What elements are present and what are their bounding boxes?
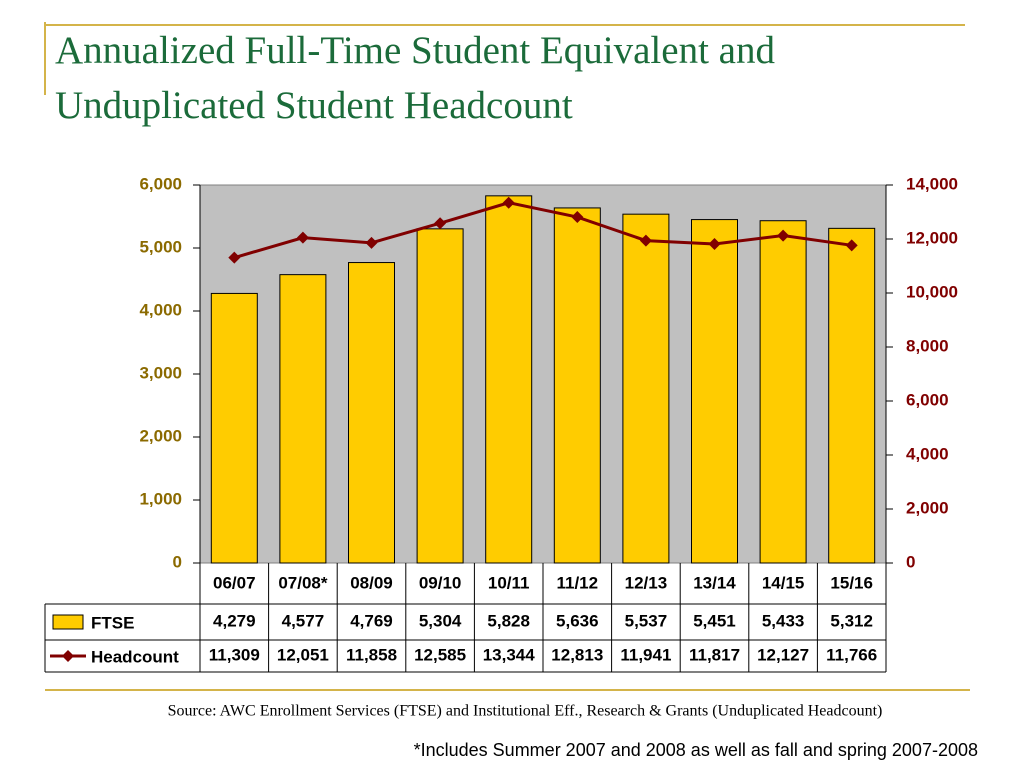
legend-swatch <box>52 614 84 630</box>
y2-tick-label: 2,000 <box>906 498 949 517</box>
bar <box>210 292 258 564</box>
x-tick-label: 06/07 <box>213 573 256 592</box>
table-value: 11,941 <box>620 645 671 664</box>
table-value: 13,344 <box>483 645 536 664</box>
marker <box>296 231 309 244</box>
y-tick-label: 0 <box>173 552 182 571</box>
x-tick-label: 13/14 <box>693 573 736 592</box>
table-value: 5,451 <box>693 611 736 630</box>
y-tick-label: 1,000 <box>139 489 182 508</box>
table-value: 4,279 <box>213 611 256 630</box>
title-line: Annualized Full-Time Student Equivalent … <box>55 29 775 72</box>
bar <box>553 207 601 564</box>
table-value: 12,127 <box>757 645 809 664</box>
table-value: 4,769 <box>350 611 393 630</box>
bar <box>279 274 327 564</box>
x-tick-label: 11/12 <box>556 573 598 592</box>
bar <box>416 228 464 564</box>
y-tick-label: 6,000 <box>139 174 182 193</box>
bar <box>348 262 395 564</box>
y-tick-label: 4,000 <box>139 300 182 319</box>
table-value: 12,813 <box>551 645 603 664</box>
marker <box>571 211 584 224</box>
table-value: 5,537 <box>625 611 668 630</box>
marker <box>228 251 241 264</box>
bar <box>485 195 533 564</box>
x-tick-label: 10/11 <box>488 573 530 592</box>
line <box>233 201 852 260</box>
x-tick-label: 08/09 <box>350 573 393 592</box>
legend-label: FTSE <box>91 613 134 632</box>
table-value: 5,636 <box>556 611 599 630</box>
legend-swatch <box>62 650 74 662</box>
y-tick-label: 3,000 <box>139 363 182 382</box>
y-tick-label: 2,000 <box>139 426 182 445</box>
source: Source: AWC Enrollment Services (FTSE) a… <box>168 703 883 720</box>
table-value: 5,433 <box>762 611 805 630</box>
marker <box>845 239 858 252</box>
footnote: *Includes Summer 2007 and 2008 as well a… <box>414 740 978 760</box>
table-value: 11,817 <box>689 645 740 664</box>
x-tick-label: 07/08* <box>278 573 328 592</box>
y2-tick-label: 10,000 <box>906 282 958 301</box>
x-tick-label: 09/10 <box>419 573 462 592</box>
y2-tick-label: 14,000 <box>906 174 958 193</box>
y2-tick-label: 8,000 <box>906 336 949 355</box>
y2-tick-label: 0 <box>906 552 915 571</box>
marker <box>639 234 652 247</box>
y-tick-label: 5,000 <box>139 237 182 256</box>
marker <box>365 236 378 249</box>
table-value: 11,858 <box>346 645 397 664</box>
table-value: 11,766 <box>826 645 877 664</box>
y2-tick-label: 4,000 <box>906 444 949 463</box>
y2-tick-label: 12,000 <box>906 228 958 247</box>
marker <box>502 196 515 209</box>
y2-tick-label: 6,000 <box>906 390 949 409</box>
bar <box>622 213 670 564</box>
table-value: 11,309 <box>209 645 260 664</box>
x-tick-label: 14/15 <box>762 573 805 592</box>
table-value: 4,577 <box>282 611 325 630</box>
table-value: 5,312 <box>830 611 873 630</box>
table-value: 12,051 <box>277 645 329 664</box>
bar <box>759 220 807 564</box>
table-value: 5,828 <box>487 611 530 630</box>
table-value: 5,304 <box>419 611 462 630</box>
marker <box>708 237 721 250</box>
bar <box>691 219 738 564</box>
title-line: Unduplicated Student Headcount <box>55 84 573 127</box>
marker <box>434 217 447 230</box>
bar <box>828 227 876 564</box>
chart-title: Annualized Full-Time Student Equivalent … <box>55 29 775 127</box>
table-value: 12,585 <box>414 645 466 664</box>
marker <box>777 229 790 242</box>
x-tick-label: 15/16 <box>830 573 873 592</box>
x-tick-label: 12/13 <box>625 573 668 592</box>
legend-label: Headcount <box>91 647 179 666</box>
